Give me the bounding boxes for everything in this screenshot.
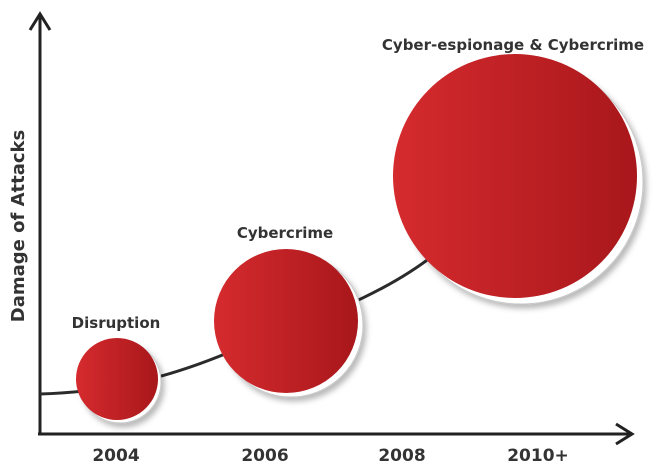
phase-label-disruption: Disruption (72, 314, 161, 332)
bubble-disruption (76, 338, 162, 424)
x-tick-label: 2010+ (507, 446, 569, 466)
x-tick-label: 2008 (378, 446, 425, 466)
x-axis-arrowhead (615, 422, 635, 446)
phase-label-cybercrime: Cybercrime (237, 224, 333, 242)
phase-label-cyber-espionage: Cyber-espionage & Cybercrime (382, 36, 644, 54)
axes (28, 11, 635, 446)
bubble-cyber-espionage (393, 54, 644, 305)
x-tick-label: 2006 (241, 446, 288, 466)
bubble-cybercrime (214, 249, 364, 398)
y-axis-arrowhead (28, 11, 52, 31)
y-axis-label: Damage of Attacks (8, 130, 29, 322)
x-tick-label: 2004 (92, 446, 139, 466)
